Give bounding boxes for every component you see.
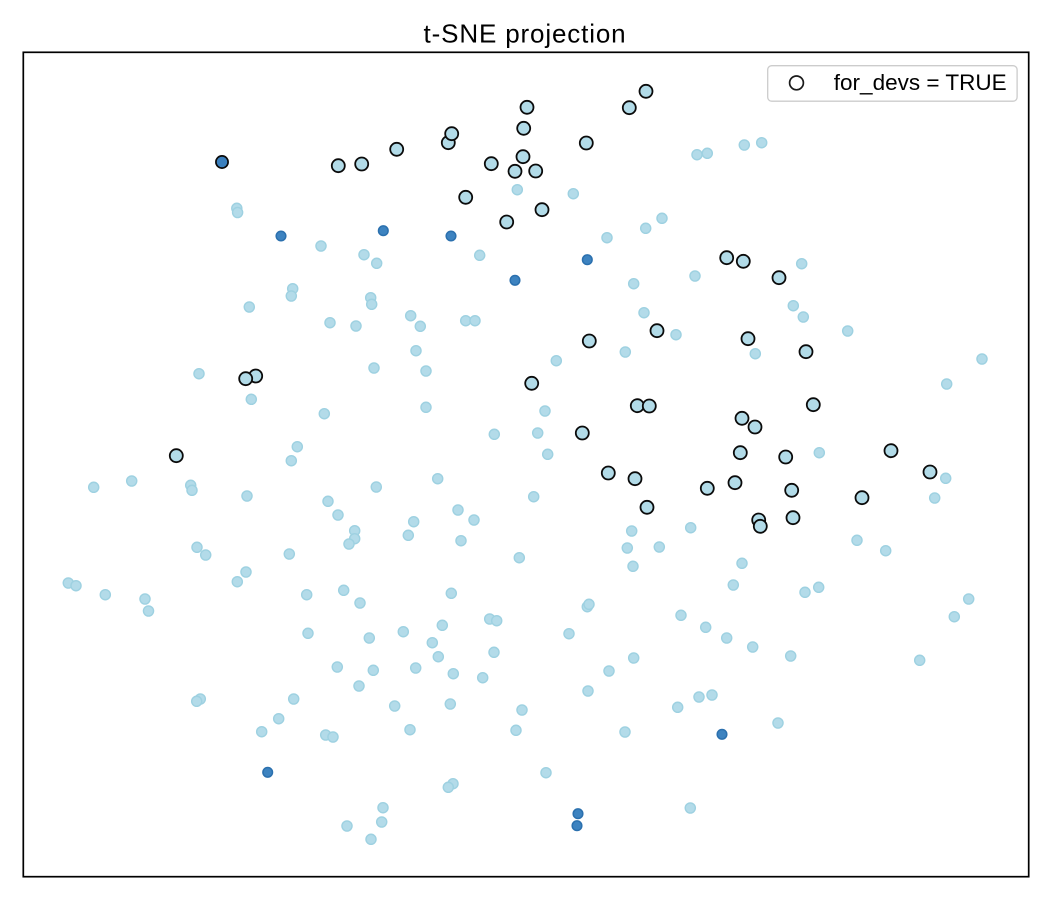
svg-text:for_devs = TRUE: for_devs = TRUE: [834, 70, 1007, 95]
svg-text:t-SNE projection: t-SNE projection: [424, 19, 627, 49]
